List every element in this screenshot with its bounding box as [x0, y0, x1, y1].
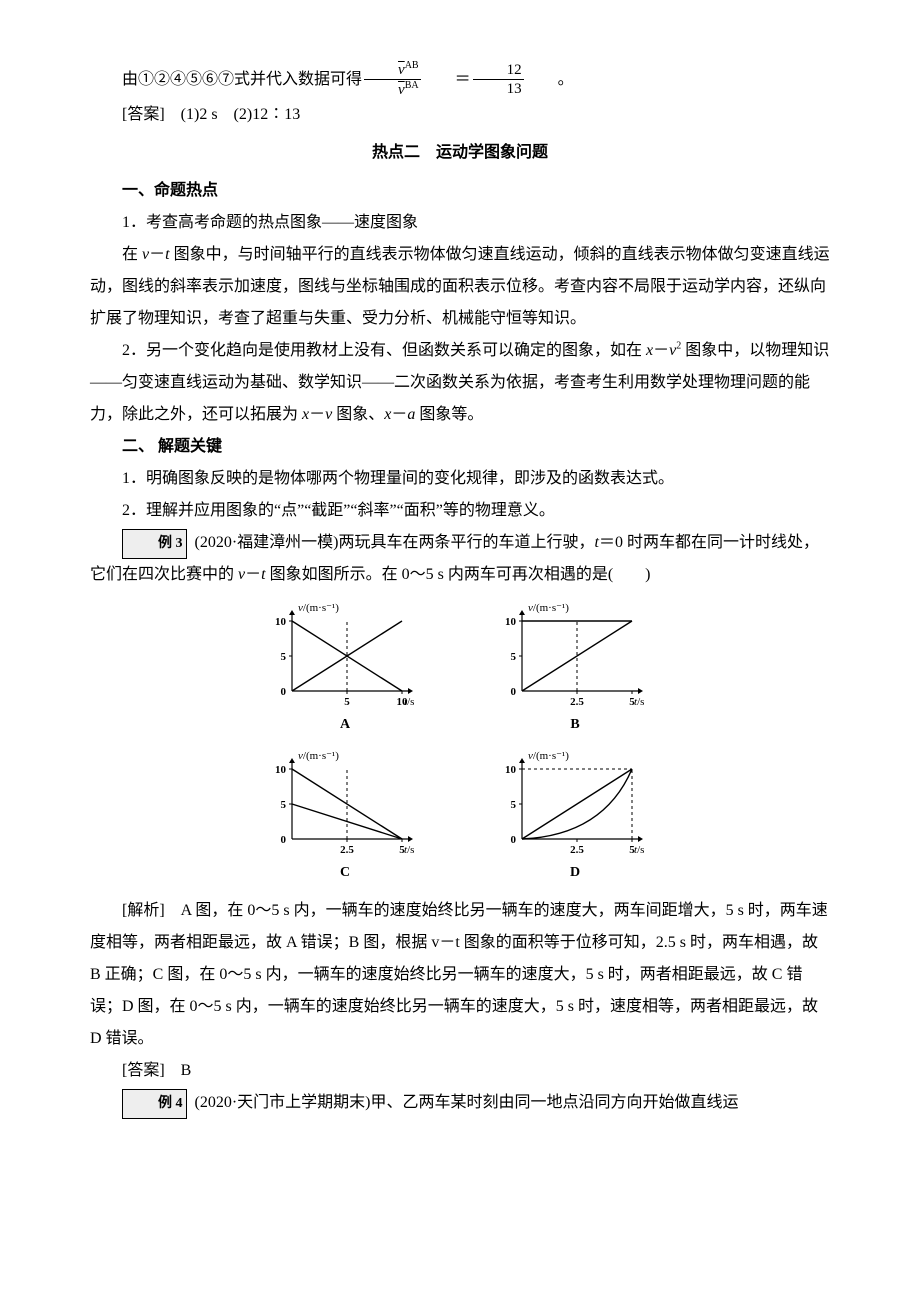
- svg-text:0: 0: [511, 834, 517, 846]
- svg-text:5: 5: [511, 799, 517, 811]
- chart-C: 05102.55v/(m·s⁻¹)t/s C: [260, 747, 430, 887]
- svg-text:0: 0: [281, 834, 287, 846]
- svg-text:0: 0: [511, 686, 517, 698]
- svg-text:2.5: 2.5: [340, 844, 354, 856]
- hotspot-title: 热点二 运动学图象问题: [90, 137, 830, 169]
- answer1: [答案] (1)2 s (2)12∶13: [90, 99, 830, 131]
- svg-text:5: 5: [281, 651, 287, 663]
- chart-B: 05102.55v/(m·s⁻¹)t/s B: [490, 599, 660, 739]
- svg-text:10: 10: [275, 616, 287, 628]
- sec1-heading: 一、命题热点: [90, 175, 830, 207]
- chart-grid: 0510510v/(m·s⁻¹)t/s A 05102.55v/(m·s⁻¹)t…: [250, 599, 670, 887]
- sec2-heading: 二、 解题关键: [90, 431, 830, 463]
- svg-text:t/s: t/s: [634, 844, 644, 856]
- svg-text:v/(m·s⁻¹): v/(m·s⁻¹): [298, 750, 339, 762]
- chart-D: 05102.55v/(m·s⁻¹)t/s D: [490, 747, 660, 887]
- answer3: [答案] B: [90, 1055, 830, 1087]
- svg-text:v/(m·s⁻¹): v/(m·s⁻¹): [298, 602, 339, 614]
- example-badge: 例 4: [122, 1089, 187, 1119]
- example4: 例 4 (2020·天门市上学期期末)甲、乙两车某时刻由同一地点沿同方向开始做直…: [90, 1087, 830, 1119]
- chart-A: 0510510v/(m·s⁻¹)t/s A: [260, 599, 430, 739]
- eq-sign: ＝: [423, 64, 471, 96]
- sec1-p2: 在 v－t 图象中，与时间轴平行的直线表示物体做匀速直线运动，倾斜的直线表示物体…: [90, 239, 830, 335]
- svg-text:t/s: t/s: [634, 696, 644, 708]
- example3: 例 3 (2020·福建漳州一模)两玩具车在两条平行的车道上行驶，t＝0 时两车…: [90, 527, 830, 591]
- svg-text:t/s: t/s: [404, 696, 414, 708]
- frac-lhs: vAB vBA: [364, 60, 421, 99]
- eq-tail: 。: [526, 64, 574, 96]
- frac-rhs: 12 13: [473, 61, 524, 98]
- svg-text:2.5: 2.5: [570, 696, 584, 708]
- svg-text:5: 5: [511, 651, 517, 663]
- sec1-p1: 1．考查高考命题的热点图象——速度图象: [90, 207, 830, 239]
- sec1-p3: 2．另一个变化趋向是使用教材上没有、但函数关系可以确定的图象，如在 x－v2 图…: [90, 335, 830, 431]
- eq-line: 由①②④⑤⑥⑦式并代入数据可得 vAB vBA ＝ 12 13 。: [90, 60, 830, 99]
- example-badge: 例 3: [122, 529, 187, 559]
- svg-text:v/(m·s⁻¹): v/(m·s⁻¹): [528, 750, 569, 762]
- svg-text:0: 0: [281, 686, 287, 698]
- svg-text:10: 10: [505, 764, 517, 776]
- svg-text:10: 10: [505, 616, 517, 628]
- svg-text:v/(m·s⁻¹): v/(m·s⁻¹): [528, 602, 569, 614]
- svg-text:5: 5: [344, 696, 350, 708]
- svg-text:2.5: 2.5: [570, 844, 584, 856]
- solution3: [解析] A 图，在 0～5 s 内，一辆车的速度始终比另一辆车的速度大，两车间…: [90, 895, 830, 1055]
- sec2-p2: 2．理解并应用图象的“点”“截距”“斜率”“面积”等的物理意义。: [90, 495, 830, 527]
- sec2-p1: 1．明确图象反映的是物体哪两个物理量间的变化规律，即涉及的函数表达式。: [90, 463, 830, 495]
- svg-text:5: 5: [281, 799, 287, 811]
- svg-text:10: 10: [275, 764, 287, 776]
- svg-text:t/s: t/s: [404, 844, 414, 856]
- eq-lead: 由①②④⑤⑥⑦式并代入数据可得: [90, 64, 362, 96]
